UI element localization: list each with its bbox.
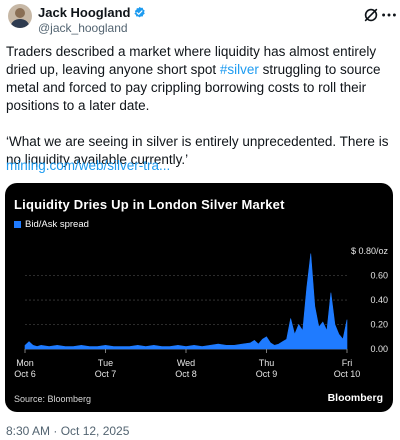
x-tick-date: Oct 9	[256, 369, 278, 379]
x-tick-date: Oct 7	[95, 369, 117, 379]
y-tick-label: 0.00	[370, 344, 388, 354]
grok-icon[interactable]	[362, 6, 380, 24]
tweet-timestamp[interactable]: 8:30 AM · Oct 12, 2025	[6, 424, 130, 438]
y-tick-label: 0.40	[370, 295, 388, 305]
x-tick-day: Wed	[177, 358, 195, 368]
more-icon[interactable]	[380, 6, 398, 24]
author-name[interactable]: Jack Hoogland	[38, 5, 131, 20]
x-tick-day: Mon	[16, 358, 34, 368]
x-tick-date: Oct 10	[334, 369, 361, 379]
x-tick-date: Oct 8	[175, 369, 197, 379]
y-unit-label: $ 0.80/oz	[351, 246, 389, 256]
verified-badge-icon	[134, 6, 146, 18]
series-area-bid-ask-spread	[24, 253, 348, 350]
author-handle[interactable]: @jack_hoogland	[38, 21, 128, 35]
legend-label: Bid/Ask spread	[25, 219, 89, 230]
article-link[interactable]: mining.com/web/silver-tra...	[6, 158, 171, 173]
x-tick-day: Fri	[342, 358, 353, 368]
y-tick-label: 0.60	[370, 271, 388, 281]
tweet-paragraph-1: Traders described a market where liquidi…	[6, 44, 381, 113]
chart-title: Liquidity Dries Up in London Silver Mark…	[14, 197, 285, 212]
x-tick-day: Thu	[259, 358, 275, 368]
bloomberg-logo: Bloomberg	[327, 392, 383, 404]
tweet-text: Traders described a market where liquidi…	[6, 43, 394, 169]
x-tick-date: Oct 6	[14, 369, 36, 379]
x-tick-day: Tue	[98, 358, 113, 368]
author-name-row[interactable]: Jack Hoogland	[38, 5, 146, 20]
chart-card[interactable]: Liquidity Dries Up in London Silver Mark…	[5, 183, 393, 412]
legend-swatch	[14, 221, 21, 228]
y-tick-label: 0.20	[370, 320, 388, 330]
chart-source: Source: Bloomberg	[14, 394, 92, 404]
hashtag-silver[interactable]: #silver	[219, 62, 259, 77]
chart-legend: Bid/Ask spread	[14, 219, 89, 230]
avatar[interactable]	[8, 4, 32, 28]
tweet-paragraph-2: ‘What we are seeing in silver is entirel…	[6, 134, 389, 167]
